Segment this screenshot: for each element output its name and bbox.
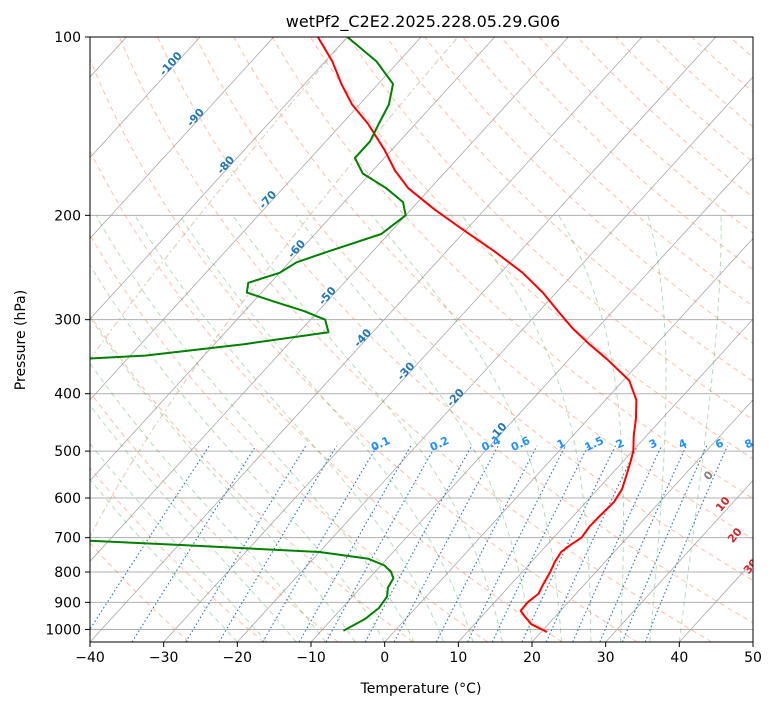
dry-adiabat-line — [768, 37, 775, 642]
x-axis-label: Temperature (°C) — [360, 681, 482, 697]
mixing-ratio-line — [435, 445, 538, 642]
chart-title: wetPf2_C2E2.2025.228.05.29.G06 — [286, 12, 560, 32]
moist-adiabat-line — [90, 442, 268, 642]
moist-adiabat-line — [558, 215, 624, 642]
isotherm-line — [531, 399, 753, 642]
isotherm-line — [90, 37, 643, 642]
dry-adiabat-line — [271, 37, 753, 500]
profiles — [90, 37, 638, 633]
y-tick-label: 600 — [54, 491, 81, 507]
x-tick-label: 0 — [380, 650, 389, 666]
isotherm-line — [90, 37, 496, 482]
isotherm-line — [90, 37, 275, 239]
dry-adiabat-line — [462, 37, 753, 307]
moist-adiabat-line — [371, 214, 562, 642]
x-tick-label: 10 — [449, 650, 467, 666]
dewpoint-profile-line — [90, 37, 407, 632]
y-tick-label: 900 — [54, 595, 81, 611]
reference-curve — [90, 37, 348, 361]
moist-adiabat-line — [90, 316, 356, 642]
moist-adiabat-line — [90, 362, 327, 642]
y-tick-label: 400 — [54, 387, 81, 403]
moist-adiabat-line — [179, 215, 474, 642]
dry-adiabat-line — [386, 37, 753, 382]
moist-adiabat-line — [647, 215, 667, 642]
background-lines — [90, 37, 775, 642]
mixing-ratio-line — [90, 445, 210, 631]
isotherm-line — [384, 237, 753, 642]
y-tick-label: 700 — [54, 531, 81, 547]
y-axis-label: Pressure (hPa) — [13, 290, 29, 390]
dry-adiabat-line — [347, 37, 753, 421]
mixing-ratio-line — [185, 445, 307, 642]
y-tick-label: 500 — [54, 444, 81, 460]
mixing-ratio-line — [599, 445, 687, 642]
x-axis: −40 −30 −20 −10 0 10 20 30 40 50 — [75, 642, 762, 666]
y-tick-label: 300 — [54, 313, 81, 329]
dry-adiabat-line — [90, 234, 488, 642]
mixing-ratio-line — [467, 445, 566, 642]
mixing-ratio-line — [262, 445, 378, 642]
x-tick-label: −10 — [296, 650, 326, 666]
moist-adiabat-label: 40 — [761, 583, 775, 603]
y-tick-label: 200 — [54, 208, 81, 224]
y-axis: 100 200 300 400 500 600 700 800 900 1000 — [45, 30, 90, 638]
moist-adiabat-line — [134, 215, 445, 642]
x-tick-label: 30 — [597, 650, 615, 666]
moist-adiabat-line — [95, 215, 415, 642]
mixing-ratio-line — [218, 445, 338, 642]
isotherm-line — [310, 157, 753, 642]
mixing-ratio-label: 8 — [743, 436, 755, 451]
x-tick-label: −30 — [149, 650, 179, 666]
plot-background — [90, 37, 753, 642]
dry-adiabat-line — [157, 37, 753, 624]
isotherm-line — [605, 479, 753, 642]
isotherm-line — [90, 37, 348, 320]
reference-curve — [90, 37, 459, 538]
dry-adiabat-line — [90, 467, 264, 642]
x-tick-label: 40 — [670, 650, 688, 666]
mixing-ratio-line — [131, 445, 257, 642]
y-tick-label: 100 — [54, 30, 81, 46]
x-tick-label: 20 — [523, 650, 541, 666]
x-tick-label: 50 — [744, 650, 762, 666]
mixing-ratio-line — [621, 445, 708, 642]
x-tick-label: −40 — [75, 650, 105, 666]
dry-adiabat-line — [233, 37, 753, 540]
moist-adiabat-line — [461, 214, 592, 642]
isotherm-line — [90, 37, 201, 159]
y-tick-label: 800 — [54, 565, 81, 581]
moist-adiabat-line — [90, 264, 386, 642]
y-tick-label: 1000 — [45, 622, 81, 638]
plot-frame — [89, 36, 754, 643]
mixing-ratio-line — [325, 445, 436, 642]
isotherm-line — [458, 318, 753, 642]
isotherm-line — [163, 37, 717, 642]
moist-adiabat-line — [678, 215, 722, 642]
mixing-ratio-label: 10 — [761, 435, 775, 453]
mixing-ratio-line — [491, 445, 589, 642]
moist-adiabat-line — [90, 404, 297, 642]
dry-adiabat-line — [195, 37, 753, 582]
isotherm-line — [237, 76, 753, 642]
moist-adiabat-line — [90, 478, 238, 642]
dry-adiabat-line — [90, 313, 414, 642]
temperature-profile-line — [317, 37, 638, 633]
x-tick-label: −20 — [223, 650, 253, 666]
isotherm-line — [752, 641, 753, 642]
isotherm-line — [90, 37, 422, 401]
moist-adiabat-line — [232, 215, 503, 642]
dry-adiabat-line — [90, 149, 563, 642]
